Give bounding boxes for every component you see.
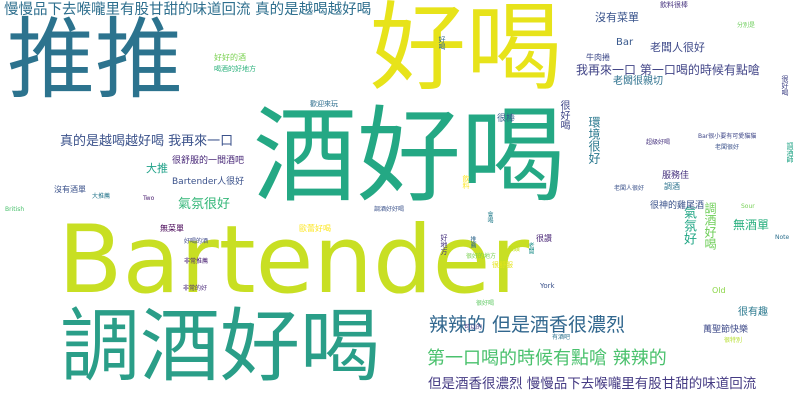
cloud-phrase-spicy-strong: 辣辣的 但是酒香很濃烈	[429, 314, 626, 336]
cloud-word-bartender: Bartender	[58, 206, 530, 315]
cloud-phrase-magic-cocktail: 很神的雞尾酒	[650, 201, 705, 211]
cloud-word-welcome: 歡迎來玩	[310, 100, 338, 108]
cloud-word-place-for-drinks: 喝酒的好地方	[214, 65, 256, 73]
cloud-word-good-spot: 好地方	[440, 234, 448, 255]
cloud-word-special: 很特別	[724, 337, 743, 344]
cloud-word-good-drinks: 好喝的酒	[184, 238, 209, 245]
cloud-phrase-small-bar-cat: Bar很小要有可愛貓貓	[698, 133, 757, 140]
cloud-word-very-good: 非常的好	[183, 285, 208, 292]
cloud-word-separately: 分別是	[737, 22, 756, 29]
cloud-word-british: British	[5, 206, 25, 213]
cloud-word-two: Two	[143, 195, 155, 202]
cloud-word-nice: 很讚	[508, 246, 521, 253]
cloud-word-latte-tasty: 歐蕾好喝	[299, 224, 331, 233]
cloud-word-very-tasty: 很好喝	[476, 300, 495, 307]
cloud-word-recommend: 推薦	[469, 236, 476, 248]
cloud-word-comfortable: 很舒服	[492, 261, 513, 269]
cloud-word-cocktail-delicious: 調酒好好喝	[374, 206, 405, 213]
cloud-word-super-tasty: 超級好喝	[646, 139, 671, 146]
cloud-word-beef-roll: 牛肉捲	[586, 53, 610, 62]
cloud-word-no-menu: 沒有菜單	[595, 11, 639, 24]
cloud-word-not-bad: 可以的	[464, 324, 483, 331]
cloud-word-tiao-jiu-hao-he: 調酒好喝	[60, 300, 380, 393]
cloud-word-drinks-great: 飲料很棒	[660, 1, 688, 9]
cloud-word-halloween: 萬聖節快樂	[703, 325, 749, 335]
cloud-word-no-drink-list: 無酒單	[733, 218, 770, 232]
cloud-word-york: York	[540, 282, 555, 290]
cloud-word-tasty-vertical: 好喝	[438, 36, 446, 50]
cloud-word-really-tasty: 很好喝	[781, 75, 789, 96]
cloud-word-owner-friendly: 老闆很親切	[613, 76, 663, 87]
cloud-word-can-drink: 會喝	[486, 211, 493, 223]
cloud-word-awesome: 很讚	[536, 234, 552, 243]
cloud-word-owner-great: 老闆很好	[715, 144, 740, 151]
cloud-word-strongly-recommend: 非常推薦	[184, 258, 209, 265]
cloud-word-cocktail: 調酒	[664, 182, 680, 191]
cloud-word-bar: Bar	[616, 37, 634, 48]
cloud-word-bartender-zh: 調酒師	[786, 142, 794, 163]
cloud-word-nice-atmosphere: 氣氛好	[681, 206, 696, 245]
cloud-word-has-bar: 有酒吧	[552, 334, 571, 341]
cloud-word-owner-nice: 老闆人很好	[650, 41, 705, 54]
cloud-phrase-aroma-aftertaste: 但是酒香很濃烈 慢慢品下去喉嚨里有股甘甜的味道回流	[428, 376, 757, 392]
cloud-word-owner-kind: 老闆人很好	[614, 185, 645, 192]
cloud-word-hao-he: 好喝	[370, 0, 562, 104]
cloud-phrase-cozy-bar: 很舒服的一間酒吧	[172, 156, 245, 166]
cloud-phrase-better-each-sip: 真的是越喝越好喝 我再來一口	[60, 134, 234, 149]
cloud-word-tui-tui: 推推	[7, 8, 184, 111]
cloud-word-no-food-menu: 無菜單	[160, 224, 184, 233]
cloud-word-cocktail-tasty-vertical: 調酒好喝	[703, 202, 717, 250]
cloud-word-nice-environment: 環境很好	[587, 116, 601, 164]
cloud-word-highly-recommend: 大推	[146, 162, 168, 175]
cloud-word-owner: 老闆	[527, 242, 534, 254]
cloud-word-good-service: 服務佳	[662, 171, 690, 181]
cloud-word-great: 很棒	[497, 114, 516, 124]
cloud-word-old: Old	[712, 286, 726, 295]
cloud-word-good-wine: 好好的酒	[214, 53, 246, 62]
cloud-word-drinks: 飲料	[462, 175, 470, 189]
cloud-word-nice-place: 很好的地方	[466, 253, 497, 260]
cloud-word-no-drink-menu: 沒有酒單	[54, 185, 86, 194]
cloud-word-good-vibe: 氣氛很好	[178, 197, 231, 212]
cloud-phrase-another-sip: 我再來一口 第一口喝的時候有點嗆	[576, 63, 760, 77]
cloud-phrase-bartender-nice: Bartender人很好	[172, 177, 245, 187]
cloud-word-note: Note	[775, 234, 790, 241]
cloud-phrase-slow-sip: 慢慢品下去喉嚨里有股甘甜的味道回流 真的是越喝越好喝	[4, 2, 372, 18]
cloud-word-very-tasty-vertical: 很好喝	[558, 100, 569, 130]
cloud-word-jiu-hao-he: 酒好喝	[253, 95, 566, 217]
cloud-word-sour: Sour	[741, 203, 755, 210]
cloud-word-big-recommend: 大推薦	[92, 193, 111, 200]
cloud-phrase-first-sip: 第一口喝的時候有點嗆 辣辣的	[427, 348, 667, 369]
cloud-word-fun: 很有趣	[738, 307, 768, 318]
